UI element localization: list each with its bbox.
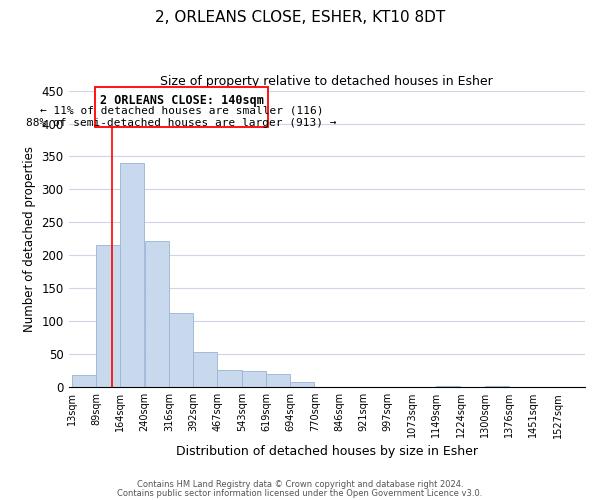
Bar bbox=[145, 241, 169, 387]
Bar bbox=[120, 163, 144, 387]
Text: Contains public sector information licensed under the Open Government Licence v3: Contains public sector information licen… bbox=[118, 489, 482, 498]
Text: 88% of semi-detached houses are larger (913) →: 88% of semi-detached houses are larger (… bbox=[26, 118, 337, 128]
Text: 2 ORLEANS CLOSE: 140sqm: 2 ORLEANS CLOSE: 140sqm bbox=[100, 94, 263, 107]
Bar bbox=[193, 352, 217, 387]
Text: ← 11% of detached houses are smaller (116): ← 11% of detached houses are smaller (11… bbox=[40, 106, 323, 116]
Bar bbox=[72, 375, 96, 387]
Bar bbox=[217, 370, 242, 387]
Bar bbox=[436, 386, 460, 387]
Y-axis label: Number of detached properties: Number of detached properties bbox=[23, 146, 36, 332]
Text: Contains HM Land Registry data © Crown copyright and database right 2024.: Contains HM Land Registry data © Crown c… bbox=[137, 480, 463, 489]
Bar bbox=[266, 374, 290, 387]
Bar bbox=[96, 246, 120, 387]
Title: Size of property relative to detached houses in Esher: Size of property relative to detached ho… bbox=[160, 75, 493, 88]
Text: 2, ORLEANS CLOSE, ESHER, KT10 8DT: 2, ORLEANS CLOSE, ESHER, KT10 8DT bbox=[155, 10, 445, 25]
Bar bbox=[485, 386, 509, 387]
Bar bbox=[169, 312, 193, 387]
FancyBboxPatch shape bbox=[95, 88, 268, 127]
Bar bbox=[242, 370, 266, 387]
Bar bbox=[290, 382, 314, 387]
X-axis label: Distribution of detached houses by size in Esher: Distribution of detached houses by size … bbox=[176, 444, 478, 458]
